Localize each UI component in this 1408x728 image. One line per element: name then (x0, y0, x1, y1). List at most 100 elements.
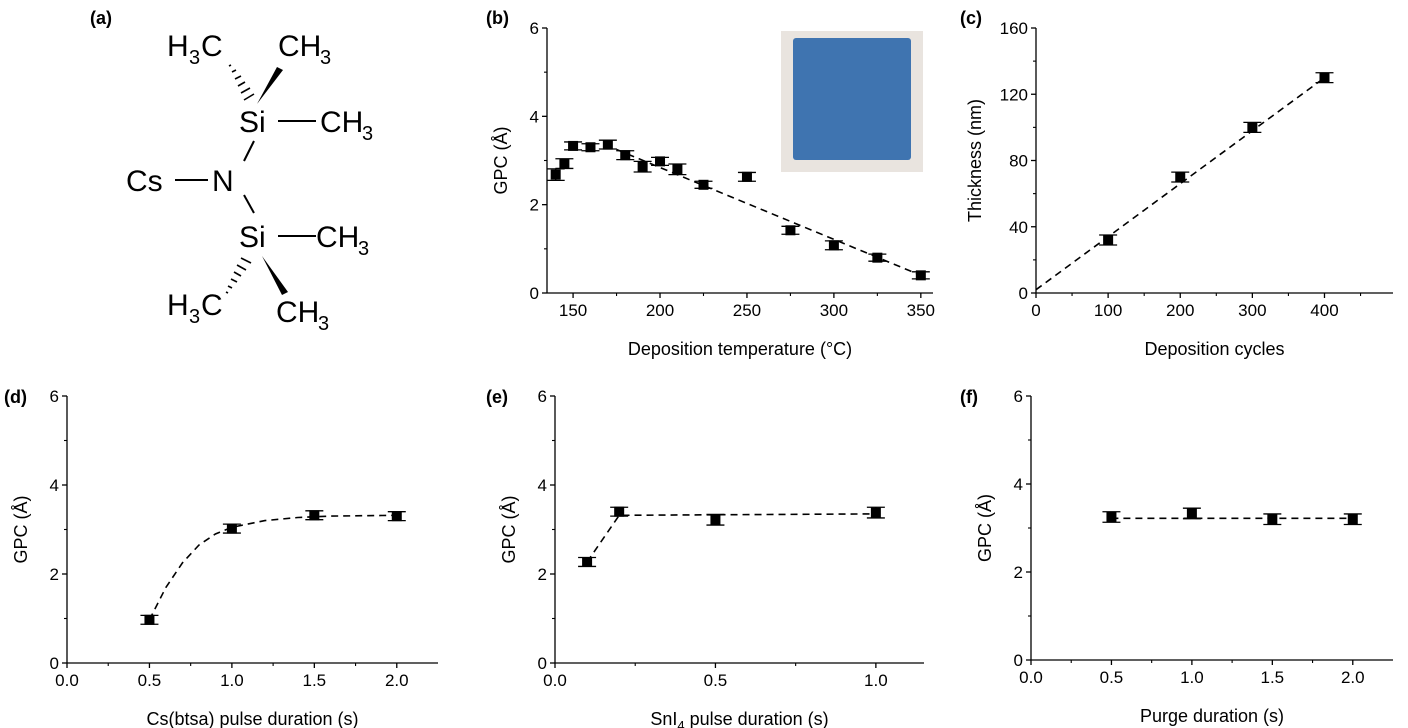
x-tick-label: 150 (559, 301, 587, 320)
x-tick-label: 300 (1238, 301, 1266, 320)
data-point (391, 511, 402, 522)
x-axis-title: Cs(btsa) pulse duration (s) (146, 709, 358, 728)
wedge-bottom-right (262, 256, 288, 295)
bond-n-si-bottom (243, 194, 255, 214)
group-h3c-top-left: H 3 C (167, 30, 223, 69)
wedge-top-right (257, 67, 283, 104)
x-tick-label: 100 (1094, 301, 1122, 320)
y-tick-label: 4 (50, 476, 59, 495)
data-point (1347, 514, 1358, 525)
svg-text:H: H (167, 30, 189, 63)
chart-b: (b) 0 2 4 6 150 200 250 300 350 Deposition tempera… (486, 8, 935, 359)
x-axis-title: Purge duration (s) (1140, 706, 1284, 726)
hash-bond-top-left (228, 64, 255, 101)
data-point (559, 158, 570, 169)
hash-bond-bottom-left (225, 257, 252, 294)
svg-text:3: 3 (358, 238, 369, 260)
x-tick-label: 1.0 (1180, 668, 1204, 687)
x-tick-label: 2.0 (1341, 668, 1365, 687)
y-tick-label: 6 (50, 387, 59, 406)
data-point (226, 523, 237, 534)
data-point (1103, 235, 1114, 245)
bond-n-si-top (243, 140, 255, 162)
x-tick-label: 200 (646, 301, 674, 320)
panel-label-d: (d) (4, 387, 27, 407)
y-tick-label: 80 (1009, 152, 1028, 171)
data-point (1247, 122, 1258, 133)
svg-text:3: 3 (318, 313, 329, 335)
y-tick-label: 4 (530, 107, 539, 126)
x-tick-label: 0.5 (138, 671, 162, 690)
x-tick-label: 250 (733, 301, 761, 320)
data-point (1267, 514, 1278, 525)
svg-text:H: H (167, 289, 189, 322)
data-point (637, 161, 648, 172)
y-tick-label: 2 (1014, 563, 1023, 582)
x-tick-label: 0.5 (704, 671, 728, 690)
svg-text:C: C (201, 30, 223, 63)
panel-label-e: (e) (486, 387, 508, 407)
x-tick-label: 2.0 (385, 671, 409, 690)
y-tick-label: 120 (1000, 85, 1028, 104)
x-tick-label: 1.5 (1261, 668, 1285, 687)
y-tick-label: 2 (50, 565, 59, 584)
svg-text:3: 3 (320, 47, 331, 69)
atom-si-top: Si (239, 106, 266, 139)
y-tick-label: 0 (50, 654, 59, 673)
group-h3c-bottom-left: H 3 C (167, 289, 223, 328)
x-tick-label: 300 (820, 301, 848, 320)
chart-d: (d) 0 2 4 6 0.0 0.5 1.0 1.5 2.0 Cs(btsa) pulse dur… (4, 387, 438, 728)
x-tick-label: 0.5 (1100, 668, 1124, 687)
data-point (710, 514, 721, 525)
x-tick-label: 400 (1310, 301, 1338, 320)
fit-line (148, 514, 397, 621)
y-tick-label: 0 (1019, 284, 1028, 303)
y-axis-title: GPC (Å) (491, 126, 511, 194)
data-point (872, 252, 883, 263)
atom-cs: Cs (126, 165, 163, 198)
chart-f: (f) 0 2 4 6 0.0 0.5 1.0 1.5 2.0 Purge duration (s)… (960, 387, 1393, 726)
inset-photo-film (793, 38, 911, 160)
x-axis-title: Deposition temperature (°C) (628, 339, 852, 359)
chart-e: (e) 0 2 4 6 0.0 0.5 1.0 SnI4 pulse duration (s) G… (486, 387, 924, 728)
svg-text:3: 3 (189, 306, 200, 328)
data-point (741, 171, 752, 182)
y-axis-title: GPC (Å) (11, 495, 31, 563)
data-point (550, 169, 561, 180)
y-tick-label: 2 (530, 196, 539, 215)
atom-n: N (212, 165, 234, 198)
x-tick-label: 0.0 (543, 671, 567, 690)
data-point (568, 140, 579, 151)
y-tick-label: 6 (538, 387, 547, 406)
panel-label-b: (b) (486, 8, 509, 28)
data-point (1175, 172, 1186, 183)
x-tick-label: 200 (1166, 301, 1194, 320)
panel-label-a: (a) (90, 8, 112, 28)
molecule-structure: (a) Cs N Si Si (90, 8, 373, 335)
data-point (1106, 512, 1117, 522)
data-point (655, 156, 666, 167)
data-point (309, 510, 320, 521)
panel-label-c: (c) (960, 8, 982, 28)
y-tick-label: 0 (1014, 651, 1023, 670)
svg-text:CH: CH (278, 30, 321, 63)
data-point (698, 179, 709, 190)
chart-c: (c) 0 40 80 120 160 0 100 200 300 400 Deposition cy… (960, 8, 1393, 359)
y-tick-label: 40 (1009, 218, 1028, 237)
x-tick-label: 1.0 (220, 671, 244, 690)
y-tick-label: 4 (1014, 475, 1023, 494)
svg-text:CH: CH (320, 106, 363, 139)
x-tick-label: 0.0 (55, 671, 79, 690)
panel-label-f: (f) (960, 387, 978, 407)
y-axis-title: Thickness (nm) (965, 99, 985, 222)
x-tick-label: 350 (907, 301, 935, 320)
x-tick-label: 1.0 (864, 671, 888, 690)
data-point (828, 240, 839, 251)
data-point (870, 507, 881, 518)
svg-text:3: 3 (362, 123, 373, 145)
group-ch3-bottom-side: CH 3 (316, 221, 369, 260)
x-axis-title: SnI4 pulse duration (s) (650, 709, 828, 728)
data-point (672, 164, 683, 175)
fit-line (586, 513, 876, 563)
